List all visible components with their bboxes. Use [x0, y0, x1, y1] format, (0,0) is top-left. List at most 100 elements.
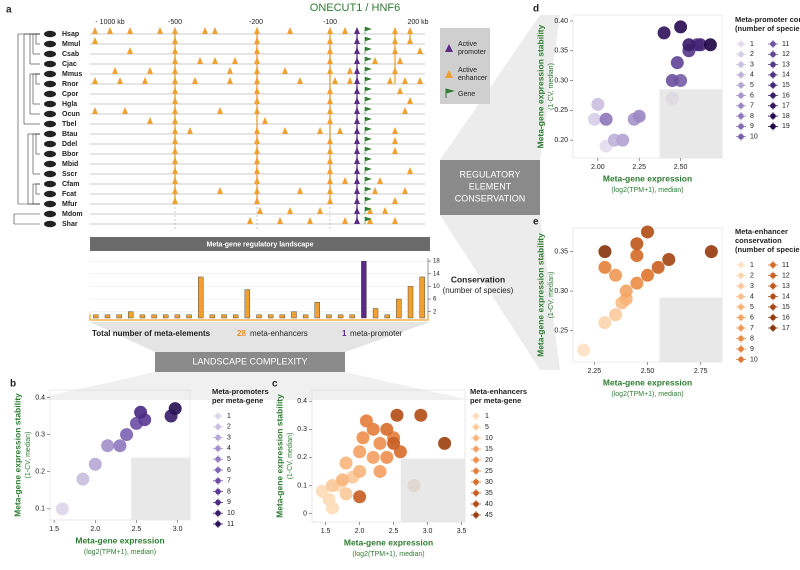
point	[134, 405, 148, 419]
point	[373, 436, 387, 450]
plot-area	[572, 14, 723, 159]
funnel	[440, 215, 560, 370]
legend-symbol	[215, 424, 221, 430]
totals-label: meta-enhancers	[250, 329, 308, 338]
enhancer	[407, 37, 413, 44]
legend-label: Active	[458, 41, 477, 48]
legend-symbol	[473, 479, 479, 485]
panel-label: d	[533, 4, 539, 15]
legend-symbol	[738, 325, 744, 331]
legend-label: 13	[782, 283, 790, 290]
enhancer	[254, 147, 260, 154]
legend-symbol	[738, 61, 744, 68]
point	[616, 133, 630, 147]
inset	[131, 457, 190, 520]
enhancer	[157, 27, 163, 34]
legend-symbol	[770, 72, 776, 78]
legend-symbol	[738, 41, 744, 47]
promoter	[354, 37, 360, 44]
bar	[291, 311, 297, 319]
enhancer	[172, 57, 178, 64]
enhancer	[392, 217, 398, 224]
panel-label: a	[6, 5, 12, 16]
enhancer	[227, 67, 233, 74]
point	[619, 284, 633, 298]
enhancer	[327, 147, 333, 154]
enhancer	[107, 27, 113, 34]
legend-symbol	[738, 272, 744, 279]
enhancer	[407, 97, 413, 104]
species-label: Hgla	[62, 101, 77, 108]
point	[390, 408, 404, 422]
y-tick-label: 0.3	[35, 431, 45, 438]
legend-symbol	[738, 293, 744, 300]
species-label: Hsap	[62, 31, 79, 38]
y-axis-title: Meta-gene expression stability	[274, 394, 284, 518]
species-label: Rnor	[62, 81, 79, 88]
enhancer	[172, 167, 178, 174]
enhancer	[172, 157, 178, 164]
y-tick-label: 0.3	[297, 426, 307, 433]
legend-title: per meta-gene	[212, 396, 263, 405]
legend-symbol	[770, 82, 776, 88]
enhancer	[122, 107, 128, 114]
enhancer	[172, 47, 178, 54]
legend-label: 3	[750, 61, 754, 68]
species-label: Mbid	[62, 161, 78, 168]
gene	[364, 116, 372, 124]
promoter	[354, 87, 360, 94]
legend-symbol	[738, 113, 744, 119]
bar	[419, 276, 425, 319]
enhancer	[254, 47, 260, 54]
enhancer	[402, 77, 408, 84]
legend-label: 30	[485, 479, 493, 486]
box-label: CONSERVATION	[455, 193, 526, 203]
x-tick-label: 2.50	[674, 164, 688, 171]
enhancer	[254, 97, 260, 104]
legend-symbol	[445, 44, 453, 52]
legend-symbol	[215, 456, 221, 463]
species-label: Sscr	[62, 171, 77, 178]
bar	[267, 314, 274, 319]
legend-symbol	[738, 82, 744, 88]
enhancer	[254, 87, 260, 94]
point	[657, 26, 671, 40]
promoter	[354, 77, 360, 84]
x-tick-label: 3.5	[457, 528, 467, 535]
legend-symbol	[473, 512, 479, 518]
bar	[116, 314, 122, 319]
enhancer	[127, 47, 133, 54]
enhancer	[127, 27, 133, 34]
gene	[364, 166, 372, 174]
enhancer	[402, 187, 408, 194]
enhancer	[347, 67, 353, 74]
x-tick-label: 2.0	[90, 526, 100, 533]
gene	[364, 66, 372, 74]
promoter	[354, 97, 360, 104]
enhancer	[382, 207, 388, 214]
x-tick-label: 2.75	[694, 368, 708, 375]
bar	[384, 314, 390, 319]
enhancer	[212, 27, 218, 34]
enhancer	[254, 67, 260, 74]
legend-label: 3	[227, 434, 231, 441]
point	[630, 276, 644, 290]
species-label: Shar	[62, 221, 78, 228]
legend-label: 2	[227, 424, 231, 431]
plot-area	[311, 389, 466, 523]
legend-title: per meta-gene	[470, 396, 521, 405]
enhancer	[277, 217, 283, 224]
enhancer	[297, 187, 303, 194]
species-label: Csab	[62, 51, 79, 58]
legend-symbol	[770, 41, 776, 47]
bar	[372, 308, 379, 319]
promoter	[354, 157, 360, 164]
legend-symbol	[738, 356, 744, 363]
point	[630, 237, 644, 251]
enhancer	[172, 37, 178, 44]
y-tick-label: 0.35	[554, 248, 568, 255]
legend-label: 9	[227, 499, 231, 506]
legend-label: 14	[782, 293, 790, 300]
legend-label: Active	[458, 67, 477, 74]
legend-symbol	[770, 272, 776, 279]
